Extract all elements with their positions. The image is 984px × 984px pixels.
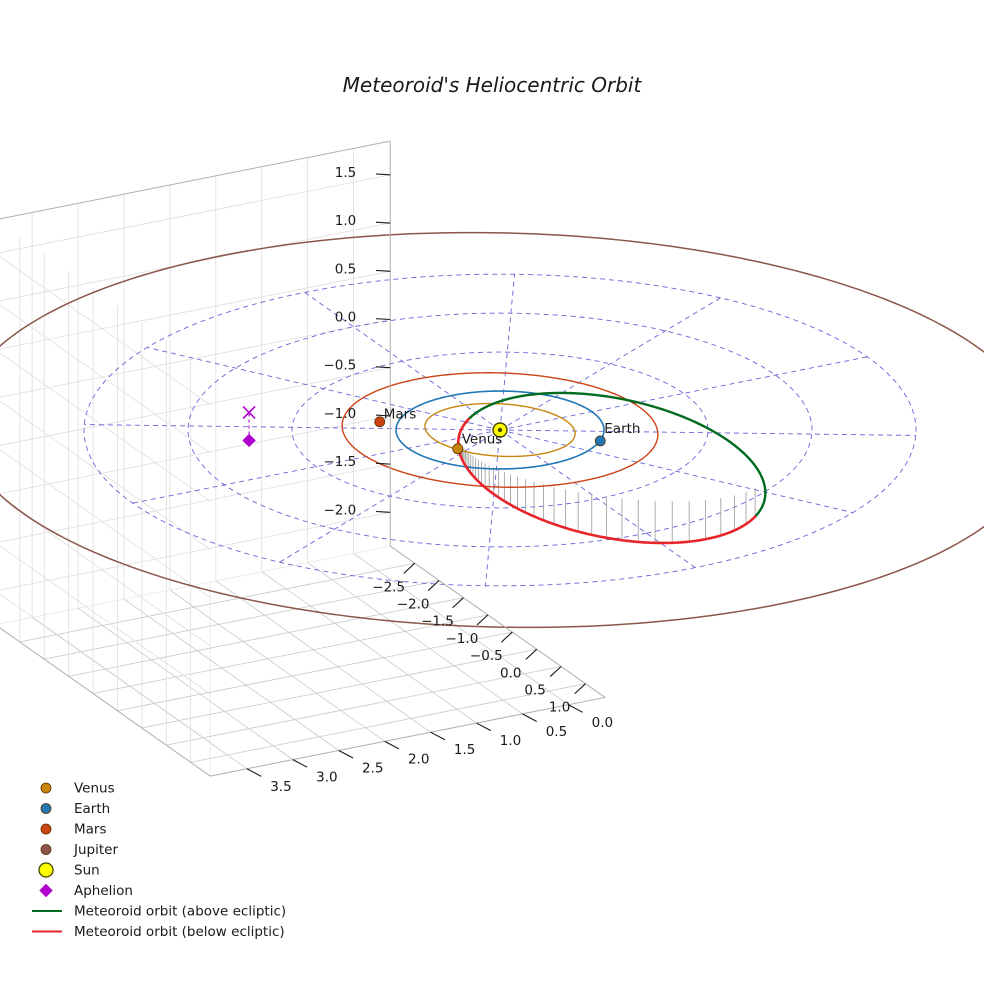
tick-mark xyxy=(476,722,492,732)
tick-mark xyxy=(375,173,391,176)
tick-label: 0.5 xyxy=(546,724,567,740)
orbit-jupiter-orbit xyxy=(0,231,984,629)
tick-mark xyxy=(403,562,416,574)
legend-label: Jupiter xyxy=(73,842,118,858)
tick-mark xyxy=(452,597,464,609)
tick-mark xyxy=(501,631,513,643)
tick-label: −2.0 xyxy=(323,502,356,518)
marker-venus xyxy=(452,443,464,455)
legend-item-meteoroid-orbit-above-ecliptic-[interactable]: Meteoroid orbit (above ecliptic) xyxy=(32,904,286,920)
page-title: Meteoroid's Heliocentric Orbit xyxy=(343,73,643,97)
orbit-mars-orbit xyxy=(341,372,659,488)
legend-circle-swatch xyxy=(40,782,52,794)
tick-mark xyxy=(375,366,391,369)
axes-gridlines xyxy=(0,148,586,770)
tick-label: −2.5 xyxy=(372,579,405,595)
annotation-mars: Mars xyxy=(384,407,417,423)
legend-circle-swatch xyxy=(40,844,52,855)
tick-label: 1.5 xyxy=(335,165,356,181)
legend-item-aphelion[interactable]: Aphelion xyxy=(39,883,133,899)
body-markers xyxy=(242,405,606,455)
tick-mark xyxy=(375,269,391,272)
tick-label: 0.5 xyxy=(335,261,356,277)
legend-label: Meteoroid orbit (above ecliptic) xyxy=(74,904,286,920)
tick-label: −1.5 xyxy=(323,454,356,470)
tick-mark xyxy=(292,759,308,768)
annotation-earth: Earth xyxy=(604,421,640,437)
polar-reference-grid xyxy=(83,273,917,587)
marker-earth xyxy=(594,435,606,447)
tick-label: 1.0 xyxy=(500,733,521,749)
orbit-meteoroid-orbit-(below-ecliptic) xyxy=(456,417,757,545)
legend-label: Meteoroid orbit (below ecliptic) xyxy=(74,924,285,940)
legend-circle-swatch xyxy=(38,862,54,878)
tick-mark xyxy=(375,414,391,417)
axes-panes xyxy=(0,140,607,777)
tick-mark xyxy=(246,768,262,777)
legend-circle-swatch xyxy=(40,803,52,814)
tick-label: −1.5 xyxy=(421,614,454,630)
axes-spines xyxy=(0,140,606,777)
axes-ticks: −2.5−2.0−1.5−1.0−0.50.00.51.00.00.51.01.… xyxy=(246,165,613,795)
tick-label: −0.5 xyxy=(470,648,503,664)
legend-circle-swatch xyxy=(40,823,52,835)
aphelion-x-icon xyxy=(242,405,256,420)
tick-label: 0.0 xyxy=(335,309,356,325)
tick-label: −1.0 xyxy=(446,631,479,647)
tick-label: 3.0 xyxy=(316,770,337,786)
tick-label: 1.5 xyxy=(454,742,475,758)
tick-label: −2.0 xyxy=(397,596,430,612)
legend-label: Mars xyxy=(74,822,107,838)
tick-mark xyxy=(427,580,440,591)
legend-item-venus[interactable]: Venus xyxy=(40,781,115,797)
tick-label: 1.0 xyxy=(549,700,570,716)
legend-diamond-swatch xyxy=(39,883,53,898)
tick-mark xyxy=(476,614,489,626)
body-annotations: Mars Venus Earth xyxy=(384,407,641,448)
tick-mark xyxy=(375,221,391,224)
tick-label: 2.0 xyxy=(408,751,429,767)
legend-item-meteoroid-orbit-below-ecliptic-[interactable]: Meteoroid orbit (below ecliptic) xyxy=(32,924,285,940)
legend-item-jupiter[interactable]: Jupiter xyxy=(40,842,118,858)
tick-mark xyxy=(338,750,354,759)
tick-label: 0.0 xyxy=(592,715,613,731)
tick-label: 0.0 xyxy=(500,665,521,681)
sun-core xyxy=(497,427,503,433)
orbit-meteoroid-orbit-(above-ecliptic) xyxy=(467,391,767,518)
tick-mark xyxy=(568,704,583,713)
tick-mark xyxy=(549,666,562,677)
tick-mark xyxy=(574,683,586,695)
tick-label: 1.0 xyxy=(335,213,356,229)
annotation-venus: Venus xyxy=(462,432,503,448)
tick-mark xyxy=(375,462,391,465)
tick-mark xyxy=(522,713,537,722)
tick-label: 2.5 xyxy=(362,760,383,776)
legend-item-sun[interactable]: Sun xyxy=(38,862,100,879)
tick-label: −0.5 xyxy=(323,358,356,374)
tick-label: 3.5 xyxy=(270,779,291,795)
tick-mark xyxy=(384,740,400,750)
tick-mark xyxy=(430,731,446,741)
legend[interactable]: Venus Earth Mars Jupiter Sun Aphelion Meteoroi… xyxy=(32,781,286,941)
legend-label: Earth xyxy=(74,801,110,817)
marker-mars xyxy=(374,416,386,428)
tick-mark xyxy=(525,648,538,660)
legend-label: Sun xyxy=(74,863,100,879)
tick-label: 0.5 xyxy=(524,682,545,698)
legend-label: Venus xyxy=(74,781,115,797)
orbit-earth-orbit xyxy=(395,390,605,470)
tick-label: −1.0 xyxy=(323,406,356,422)
tick-mark xyxy=(375,510,391,513)
tick-mark xyxy=(375,318,391,321)
legend-label: Aphelion xyxy=(74,883,133,899)
legend-item-mars[interactable]: Mars xyxy=(40,822,107,838)
legend-item-earth[interactable]: Earth xyxy=(40,801,110,817)
